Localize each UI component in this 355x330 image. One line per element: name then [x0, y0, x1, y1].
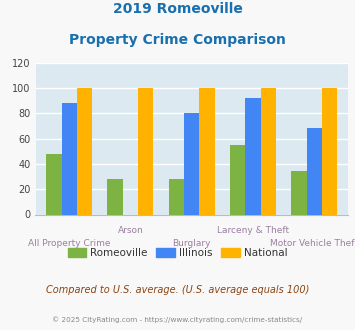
Bar — [61, 103, 77, 214]
Bar — [291, 172, 307, 214]
Bar — [77, 88, 92, 214]
Bar — [46, 154, 61, 214]
Text: Arson: Arson — [118, 226, 143, 235]
Bar — [169, 179, 184, 215]
Bar — [322, 88, 337, 214]
Text: Burglary: Burglary — [173, 239, 211, 248]
Text: © 2025 CityRating.com - https://www.cityrating.com/crime-statistics/: © 2025 CityRating.com - https://www.city… — [53, 317, 302, 323]
Bar — [230, 145, 245, 214]
Text: Compared to U.S. average. (U.S. average equals 100): Compared to U.S. average. (U.S. average … — [46, 285, 309, 295]
Bar — [261, 88, 276, 214]
Bar — [184, 113, 200, 214]
Text: All Property Crime: All Property Crime — [28, 239, 110, 248]
Bar — [200, 88, 215, 214]
Bar — [108, 179, 123, 215]
Bar — [138, 88, 153, 214]
Text: Larceny & Theft: Larceny & Theft — [217, 226, 289, 235]
Text: 2019 Romeoville: 2019 Romeoville — [113, 2, 242, 16]
Legend: Romeoville, Illinois, National: Romeoville, Illinois, National — [64, 244, 291, 262]
Bar — [307, 128, 322, 214]
Text: Motor Vehicle Theft: Motor Vehicle Theft — [270, 239, 355, 248]
Bar — [245, 98, 261, 214]
Text: Property Crime Comparison: Property Crime Comparison — [69, 33, 286, 47]
